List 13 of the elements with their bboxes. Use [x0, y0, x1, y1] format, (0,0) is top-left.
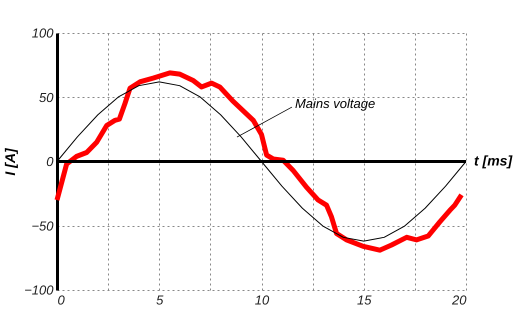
x-axis-title: t [ms]: [474, 152, 514, 168]
annotation: Mains voltage: [294, 96, 376, 112]
y-tick-label: 50: [39, 90, 54, 105]
y-axis-title: I [A]: [2, 147, 18, 176]
y-tick-label: 0: [46, 154, 54, 169]
x-tick-label: 20: [451, 292, 468, 308]
x-tick-label: 5: [156, 292, 164, 308]
x-tick-label: 10: [254, 292, 270, 308]
x-tick-label: 0: [58, 292, 66, 308]
x-tick-label: 15: [357, 292, 372, 308]
y-tick-label: −50: [31, 218, 54, 234]
y-tick-label: 100: [32, 26, 54, 40]
y-tick-label: −100: [24, 282, 54, 298]
